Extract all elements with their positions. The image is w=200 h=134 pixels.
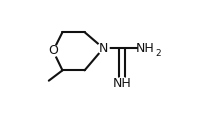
Text: O: O bbox=[48, 44, 58, 57]
Circle shape bbox=[139, 41, 153, 55]
Circle shape bbox=[47, 45, 59, 57]
Circle shape bbox=[98, 43, 109, 54]
Text: 2: 2 bbox=[155, 49, 161, 58]
Circle shape bbox=[116, 77, 128, 89]
Text: NH: NH bbox=[113, 77, 131, 90]
Text: N: N bbox=[99, 42, 108, 55]
Text: NH: NH bbox=[136, 42, 155, 55]
